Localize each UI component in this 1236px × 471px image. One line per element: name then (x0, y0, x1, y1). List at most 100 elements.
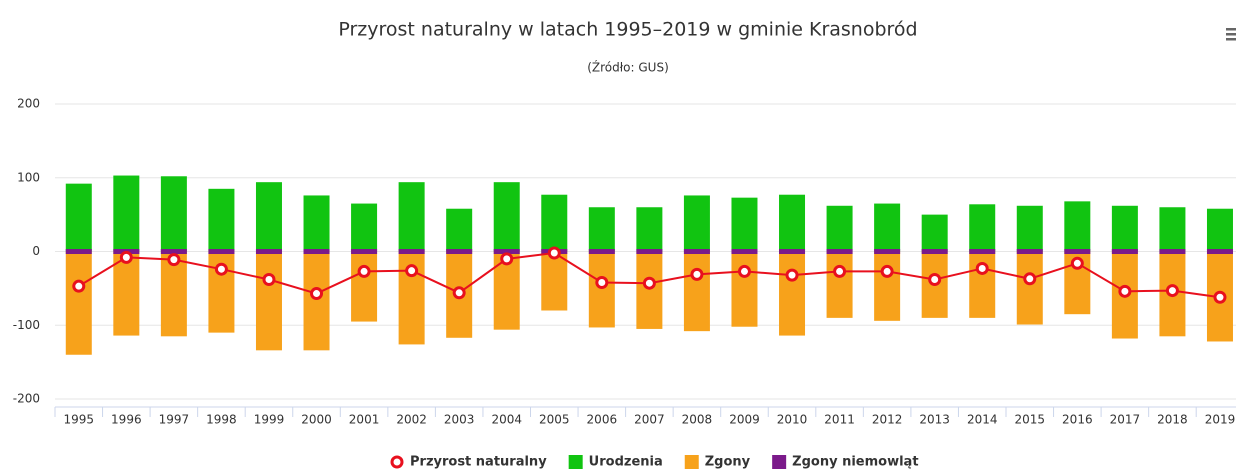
point (880, 264, 894, 278)
x-tick-label: 2015 (1015, 413, 1046, 427)
bar (636, 207, 663, 252)
legend-label: Przyrost naturalny (410, 455, 547, 470)
bar (398, 182, 425, 252)
x-tick-label: 2006 (587, 413, 618, 427)
bar (541, 251, 568, 311)
bar (636, 249, 663, 254)
bar (636, 251, 663, 329)
x-tick-label: 2007 (634, 413, 665, 427)
bar (683, 249, 710, 254)
point (167, 253, 181, 267)
bar (1064, 201, 1091, 252)
bar (779, 194, 806, 252)
bar (208, 188, 235, 252)
x-tick-label: 1996 (111, 413, 142, 427)
bar (65, 249, 92, 254)
y-tick-label: 200 (17, 97, 40, 111)
bar (255, 182, 282, 252)
legend-item[interactable]: Zgony niemowląt (772, 455, 919, 470)
bar (255, 251, 282, 351)
bar (160, 249, 187, 254)
legend-label: Zgony (705, 455, 751, 470)
legend-label: Zgony niemowląt (792, 455, 918, 470)
point (1213, 290, 1227, 304)
bar (493, 249, 520, 254)
bar (683, 251, 710, 332)
x-tick-label: 2004 (491, 413, 522, 427)
bar (826, 205, 853, 252)
bar (1016, 205, 1043, 252)
x-tick-label: 2008 (682, 413, 713, 427)
bar (446, 249, 473, 254)
bar (1064, 249, 1091, 254)
bar (1159, 249, 1186, 254)
legend-symbol (568, 455, 583, 469)
bar (969, 204, 996, 252)
point (833, 264, 847, 278)
bar (921, 214, 948, 252)
bar (1206, 249, 1233, 254)
point (737, 264, 751, 278)
x-tick-label: 2000 (301, 413, 332, 427)
legend-item[interactable]: Zgony (684, 455, 751, 470)
point (785, 268, 799, 282)
bar (588, 207, 615, 252)
bar (398, 249, 425, 254)
point (452, 286, 466, 300)
bar (1206, 208, 1233, 252)
x-tick-label: 2013 (919, 413, 950, 427)
legend-item[interactable]: Przyrost naturalny (390, 455, 547, 470)
point (405, 264, 419, 278)
legend-label: Urodzenia (589, 455, 663, 470)
point (357, 264, 371, 278)
x-tick-label: 2018 (1157, 413, 1188, 427)
point (1165, 284, 1179, 298)
legend-symbol (684, 455, 699, 469)
x-tick-label: 2019 (1205, 413, 1236, 427)
menu-button[interactable] (1226, 28, 1236, 41)
chart-subtitle: (Źródło: GUS) (587, 60, 669, 75)
bar (446, 208, 473, 252)
bar (683, 195, 710, 252)
bar (303, 195, 330, 252)
bar (921, 249, 948, 254)
bar (874, 251, 901, 321)
x-tick-label: 2009 (729, 413, 760, 427)
bar (208, 249, 235, 254)
bar (731, 197, 758, 252)
bar (493, 182, 520, 252)
x-tick-label: 2003 (444, 413, 475, 427)
chart-title: Przyrost naturalny w latach 1995–2019 w … (338, 19, 917, 41)
bar (826, 251, 853, 318)
point (690, 267, 704, 281)
bar (1111, 205, 1138, 252)
x-tick-label: 2014 (967, 413, 998, 427)
point (642, 276, 656, 290)
point (1070, 256, 1084, 270)
bar (541, 194, 568, 252)
bar (588, 249, 615, 254)
bar (113, 175, 140, 252)
bar (1016, 251, 1043, 325)
point (72, 279, 86, 293)
point (595, 275, 609, 289)
bar (588, 251, 615, 328)
bar (779, 249, 806, 254)
y-tick-label: 100 (17, 170, 40, 184)
x-tick-label: 2012 (872, 413, 903, 427)
bar (113, 251, 140, 336)
bar (826, 249, 853, 254)
bar (731, 251, 758, 327)
bar (874, 203, 901, 252)
point (547, 246, 561, 260)
point (928, 273, 942, 287)
point (119, 250, 133, 264)
x-tick-label: 2016 (1062, 413, 1093, 427)
bar (351, 203, 378, 252)
bar (65, 251, 92, 355)
point (310, 287, 324, 301)
legend-item[interactable]: Urodzenia (568, 455, 663, 470)
point (262, 273, 276, 287)
x-tick-label: 1999 (254, 413, 285, 427)
